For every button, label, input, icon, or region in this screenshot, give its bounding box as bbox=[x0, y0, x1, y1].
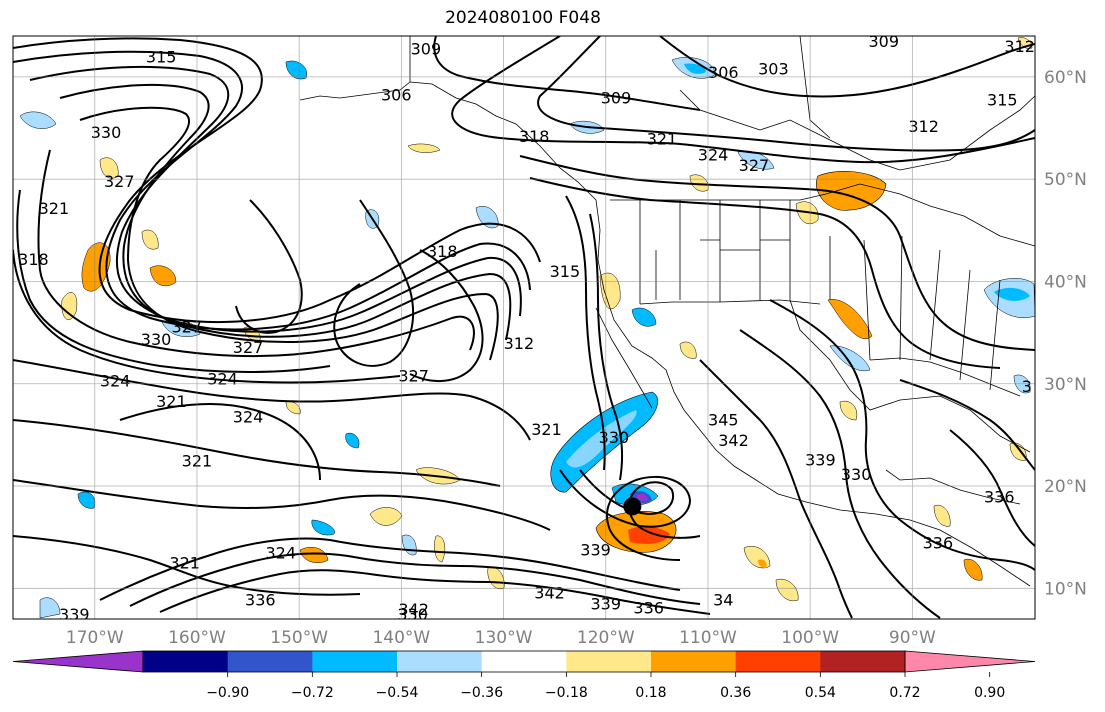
contour-label: 321 bbox=[647, 129, 678, 148]
contour-label: 339 bbox=[805, 450, 836, 469]
lat-tick-label: 20°N bbox=[1044, 477, 1087, 497]
contour-label: 312 bbox=[1004, 37, 1035, 56]
colorbar-tick-label: 0.72 bbox=[889, 685, 920, 701]
colorbar-tick-label: 0.90 bbox=[974, 685, 1005, 701]
contour-label: 318 bbox=[519, 127, 550, 146]
contour-label: 330 bbox=[141, 330, 172, 349]
lat-tick-label: 30°N bbox=[1044, 375, 1087, 395]
contour-label: 321 bbox=[39, 199, 70, 218]
colorbar-swatch bbox=[481, 651, 567, 672]
contour-label: 324 bbox=[207, 370, 238, 389]
contour-label: 330 bbox=[397, 605, 428, 624]
contour-label: 3 bbox=[1022, 377, 1032, 396]
contour-label: 34 bbox=[713, 591, 733, 610]
contour-label: 309 bbox=[411, 39, 442, 58]
lon-tick-label: 100°W bbox=[781, 628, 839, 648]
colorbar-tick-label: −0.54 bbox=[376, 685, 419, 701]
lon-tick-label: 120°W bbox=[577, 628, 635, 648]
colorbar-tick-label: −0.72 bbox=[291, 685, 334, 701]
contour-label: 324 bbox=[100, 372, 131, 391]
contour-label: 342 bbox=[718, 431, 749, 450]
colorbar-swatch bbox=[735, 651, 821, 672]
contour-label: 327 bbox=[398, 367, 429, 386]
contour-label: 312 bbox=[504, 334, 535, 353]
lon-tick-label: 130°W bbox=[475, 628, 533, 648]
contour-label: 321 bbox=[169, 554, 200, 573]
longitude-tick-labels: 170°W 160°W 150°W 140°W 130°W 120°W 110°W 100°W… bbox=[66, 628, 936, 648]
colorbar-tick-label: −0.90 bbox=[206, 685, 249, 701]
colorbar-tick-label: −0.18 bbox=[545, 685, 588, 701]
contour-label: 327 bbox=[739, 156, 770, 175]
colorbar-swatch bbox=[566, 651, 652, 672]
lon-tick-label: 170°W bbox=[66, 628, 124, 648]
contour-label: 309 bbox=[601, 88, 632, 107]
contour-label: 309 bbox=[868, 32, 899, 51]
contour-label: 342 bbox=[398, 600, 429, 619]
contour-label: 315 bbox=[987, 90, 1018, 109]
colorbar-tick-label: 0.18 bbox=[635, 685, 666, 701]
lon-tick-label: 90°W bbox=[889, 628, 936, 648]
contour-label: 336 bbox=[633, 599, 664, 618]
colorbar-tick-label: −0.36 bbox=[460, 685, 503, 701]
contour-label: 342 bbox=[534, 583, 565, 602]
contour-label: 315 bbox=[146, 47, 177, 66]
contour-label: 339 bbox=[580, 540, 611, 559]
lat-tick-label: 50°N bbox=[1044, 170, 1087, 190]
contour-label: 327 bbox=[171, 317, 202, 336]
colorbar-swatch bbox=[143, 651, 229, 672]
contour-label: 312 bbox=[908, 117, 939, 136]
lon-tick-label: 160°W bbox=[168, 628, 226, 648]
colorbar-swatch bbox=[820, 651, 906, 672]
shaded-anomaly-regions bbox=[19, 37, 1035, 619]
plot-frame bbox=[12, 35, 1036, 620]
contour-label: 330 bbox=[91, 123, 122, 142]
colorbar-extend-low bbox=[12, 650, 144, 673]
colorbar-tick-labels: −0.90 −0.72 −0.54 −0.36 −0.18 0.18 0.36 0.54 0.7… bbox=[206, 685, 1005, 701]
map-title: 2024080100 F048 bbox=[445, 8, 601, 28]
colorbar-tick-label: 0.36 bbox=[720, 685, 751, 701]
lon-tick-label: 150°W bbox=[270, 628, 328, 648]
contour-label: 330 bbox=[599, 428, 630, 447]
contour-label: 336 bbox=[984, 487, 1015, 506]
contour-label: 336 bbox=[923, 533, 954, 552]
colorbar-swatch bbox=[227, 651, 313, 672]
contour-label: 321 bbox=[156, 392, 187, 411]
colorbar-tick-label: 0.54 bbox=[805, 685, 836, 701]
latitude-tick-labels: 60°N 50°N 40°N 30°N 20°N 10°N bbox=[1044, 68, 1087, 599]
contour-label: 306 bbox=[381, 85, 412, 104]
contour-label: 327 bbox=[233, 338, 264, 357]
contour-label: 306 bbox=[708, 63, 739, 82]
lat-tick-label: 60°N bbox=[1044, 68, 1087, 88]
contour-label: 324 bbox=[233, 407, 264, 426]
colorbar-swatch bbox=[651, 651, 737, 672]
contour-label: 303 bbox=[758, 60, 789, 79]
contour-label: 321 bbox=[531, 420, 562, 439]
colorbar bbox=[12, 650, 1036, 677]
contour-label: 315 bbox=[550, 262, 581, 281]
theta-contours bbox=[13, 36, 1035, 619]
contour-label: 327 bbox=[104, 172, 135, 191]
lon-tick-label: 110°W bbox=[679, 628, 737, 648]
storm-center-marker bbox=[623, 497, 642, 516]
contour-label: 339 bbox=[59, 605, 90, 624]
colorbar-swatch bbox=[397, 651, 483, 672]
colorbar-extend-high bbox=[904, 650, 1036, 673]
lat-tick-label: 40°N bbox=[1044, 272, 1087, 292]
contour-label: 318 bbox=[427, 242, 458, 261]
lon-tick-label: 140°W bbox=[372, 628, 430, 648]
coastlines-and-borders bbox=[299, 36, 1035, 587]
contour-label: 318 bbox=[18, 250, 49, 269]
contour-label: 330 bbox=[841, 465, 872, 484]
contour-label: 324 bbox=[265, 544, 296, 563]
contour-label: 324 bbox=[698, 146, 729, 165]
colorbar-frame bbox=[142, 650, 906, 673]
contour-label: 345 bbox=[708, 411, 739, 430]
lat-tick-label: 10°N bbox=[1044, 579, 1087, 599]
contour-label: 336 bbox=[245, 591, 276, 610]
colorbar-swatch bbox=[312, 651, 398, 672]
gridlines bbox=[13, 36, 1035, 619]
